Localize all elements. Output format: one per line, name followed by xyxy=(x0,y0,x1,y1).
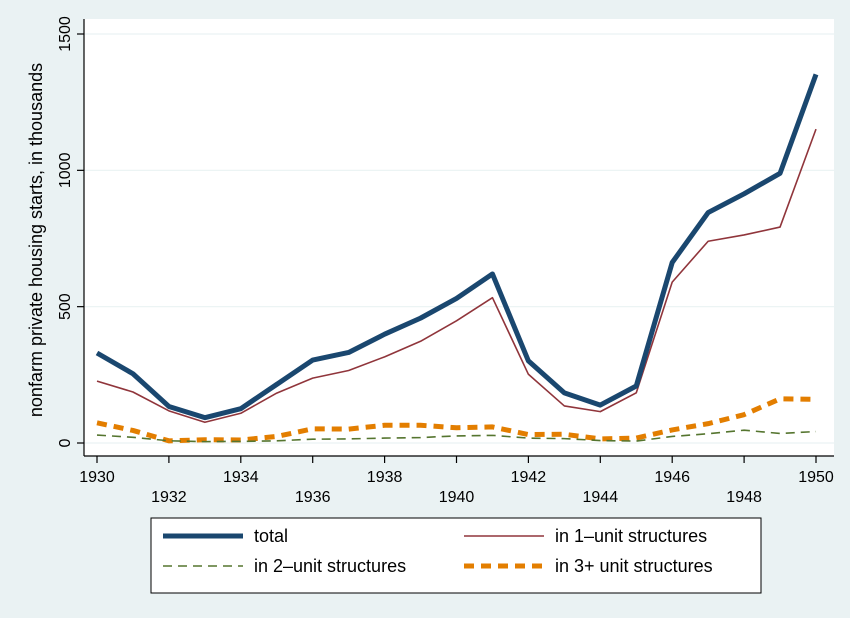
x-tick-label-1938: 1938 xyxy=(367,469,403,486)
legend-label-1: in 1–unit structures xyxy=(555,526,707,546)
legend-box xyxy=(150,517,762,594)
series-line-0 xyxy=(95,73,819,421)
x-tick-label-1946: 1946 xyxy=(654,469,690,486)
y-tick-label-1000: 1000 xyxy=(57,152,74,188)
gridlines xyxy=(84,33,834,444)
legend-label-2: in 2–unit structures xyxy=(254,556,406,576)
x-tick-label-1934: 1934 xyxy=(223,469,259,486)
y-axis-ticks: 0 500 1000 1500 xyxy=(57,16,84,447)
x-tick-label-1940: 1940 xyxy=(439,489,475,506)
y-tick-label-1500: 1500 xyxy=(57,16,74,52)
x-tick-label-1944: 1944 xyxy=(583,489,619,506)
x-tick-label-1930: 1930 xyxy=(79,469,115,486)
x-tick-label-1942: 1942 xyxy=(511,469,547,486)
x-tick-label-1936: 1936 xyxy=(295,489,331,506)
y-tick-label-0: 0 xyxy=(57,438,74,447)
legend: total in 1–unit structures in 2–unit struc… xyxy=(163,526,713,576)
y-axis-title: nonfarm private housing starts, in thous… xyxy=(26,63,46,417)
series-line-1 xyxy=(96,128,817,424)
series-lines xyxy=(95,73,819,444)
legend-label-0: total xyxy=(254,526,288,546)
x-tick-label-1950: 1950 xyxy=(798,469,834,486)
x-tick-label-1932: 1932 xyxy=(151,489,187,506)
x-axis-ticks: 1930 1932 1934 1936 1938 1940 1942 1944 1946 1948… xyxy=(79,456,834,506)
series-line-3 xyxy=(96,396,817,444)
y-tick-label-500: 500 xyxy=(57,293,74,320)
legend-label-3: in 3+ unit structures xyxy=(555,556,713,576)
x-tick-label-1948: 1948 xyxy=(726,489,762,506)
plot-area xyxy=(84,19,834,456)
series-line-2 xyxy=(96,429,817,443)
